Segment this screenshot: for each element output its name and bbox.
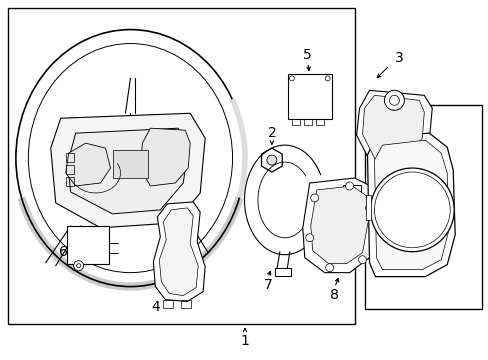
Bar — [365, 195, 370, 220]
Text: 6: 6 — [59, 245, 68, 259]
Circle shape — [384, 90, 404, 110]
Bar — [342, 185, 360, 197]
Polygon shape — [65, 143, 110, 186]
Polygon shape — [310, 186, 368, 264]
Text: 2: 2 — [267, 126, 276, 140]
Circle shape — [266, 155, 276, 165]
Bar — [8, 8, 354, 324]
Polygon shape — [362, 95, 424, 208]
Text: 4: 4 — [151, 300, 160, 314]
Circle shape — [305, 234, 313, 242]
Polygon shape — [374, 140, 447, 270]
Bar — [287, 75, 331, 119]
Circle shape — [289, 76, 294, 81]
Circle shape — [365, 204, 373, 212]
Circle shape — [392, 206, 399, 213]
Bar — [65, 165, 74, 174]
Bar — [315, 119, 323, 125]
Text: 1: 1 — [240, 334, 249, 348]
Circle shape — [370, 168, 453, 252]
Bar — [291, 119, 299, 125]
Circle shape — [380, 206, 387, 213]
Text: 8: 8 — [329, 288, 338, 302]
Bar — [364, 105, 481, 310]
Bar — [163, 300, 173, 307]
Polygon shape — [261, 148, 282, 172]
Bar — [112, 150, 148, 178]
Text: 7: 7 — [263, 278, 272, 292]
Polygon shape — [153, 202, 205, 302]
Circle shape — [325, 264, 333, 272]
Circle shape — [374, 172, 449, 248]
Circle shape — [325, 76, 329, 81]
Bar — [65, 153, 74, 162]
Polygon shape — [159, 208, 198, 296]
Bar — [66, 226, 108, 264]
Polygon shape — [51, 113, 205, 228]
Circle shape — [368, 206, 375, 213]
Text: 3: 3 — [394, 51, 403, 66]
Bar — [394, 200, 406, 210]
Text: 9: 9 — [412, 116, 421, 130]
Bar — [181, 300, 191, 307]
Text: 5: 5 — [303, 49, 311, 63]
Polygon shape — [67, 128, 188, 214]
Bar — [274, 268, 290, 276]
Polygon shape — [356, 90, 431, 215]
Polygon shape — [367, 133, 454, 276]
Bar — [303, 119, 311, 125]
Circle shape — [74, 261, 83, 271]
Circle shape — [388, 95, 399, 105]
Circle shape — [77, 264, 81, 268]
Polygon shape — [140, 128, 190, 186]
Circle shape — [310, 194, 318, 202]
Polygon shape — [302, 178, 376, 273]
Bar — [65, 177, 74, 186]
Circle shape — [358, 256, 366, 264]
Circle shape — [345, 182, 353, 190]
Ellipse shape — [16, 30, 244, 287]
